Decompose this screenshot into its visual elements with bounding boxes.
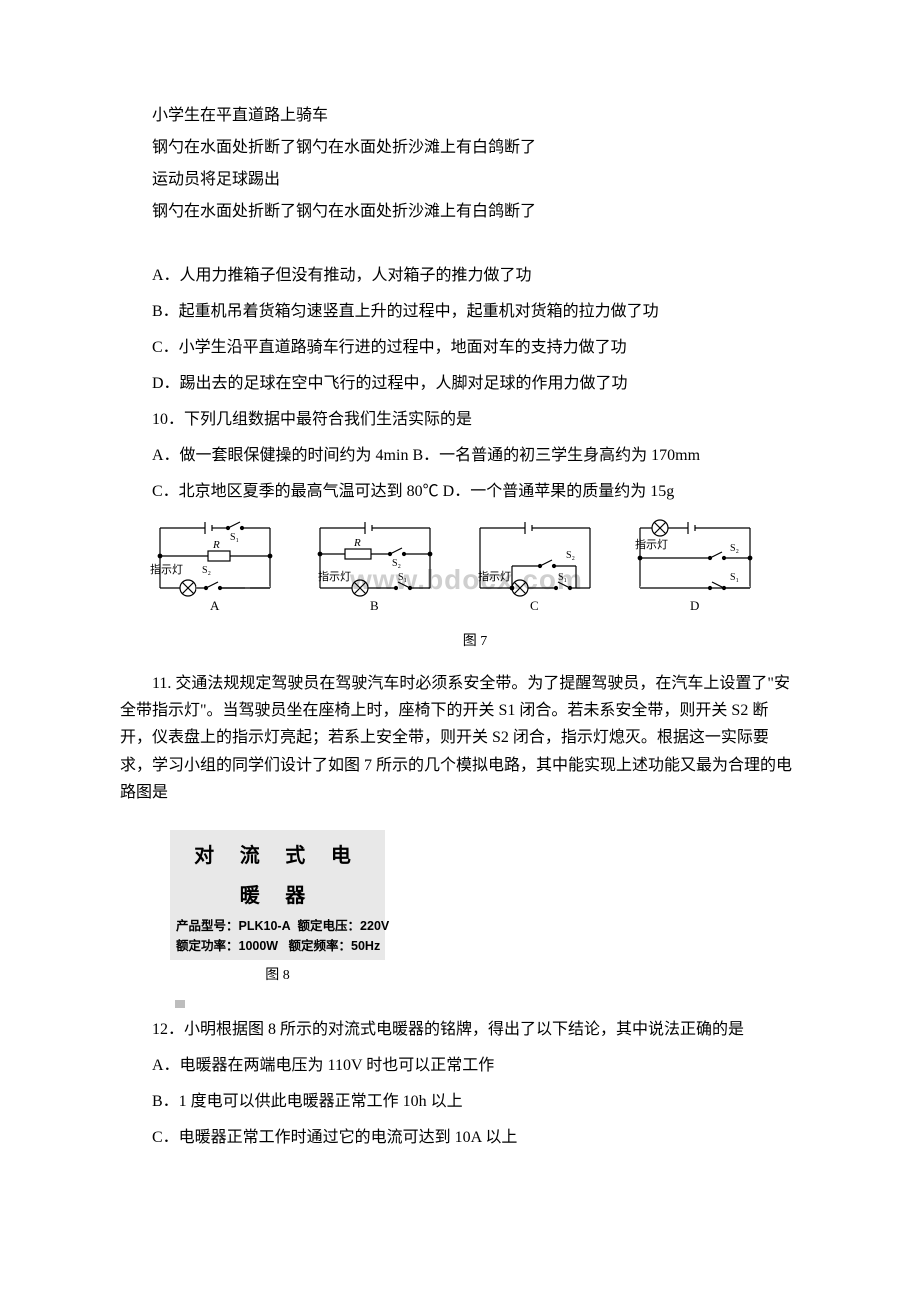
svg-text:C: C	[530, 598, 539, 613]
svg-text:D: D	[690, 598, 699, 613]
document-page: 小学生在平直道路上骑车 钢勺在水面处折断了钢勺在水面处折沙滩上有白鸽断了 运动员…	[0, 0, 920, 1218]
nameplate-freq: 额定频率：50Hz	[289, 939, 381, 953]
figure-8-block: 对 流 式 电 暖 器 产品型号：PLK10-A 额定电压：220V 额定功率：…	[170, 830, 385, 990]
q9-option-c: C．小学生沿平直道路骑车行进的过程中，地面对车的支持力做了功	[120, 332, 800, 364]
blank-space	[120, 228, 800, 256]
svg-text:R: R	[212, 539, 220, 551]
q12-option-c: C．电暖器正常工作时通过它的电流可达到 10A 以上	[120, 1122, 800, 1154]
figure-7-block: www.bdocx.com	[150, 518, 800, 656]
svg-text:A: A	[210, 598, 220, 613]
svg-text:R: R	[353, 537, 361, 549]
nameplate-voltage: 额定电压：220V	[298, 919, 390, 933]
svg-text:指示灯: 指示灯	[318, 569, 351, 583]
svg-text:指示灯: 指示灯	[150, 562, 183, 576]
intro-line-1: 小学生在平直道路上骑车	[120, 100, 800, 132]
svg-text:S₂: S₂	[202, 565, 211, 576]
q10-option-cd: C．北京地区夏季的最高气温可达到 80℃ D．一个普通苹果的质量约为 15g	[120, 476, 800, 508]
svg-text:S₁: S₁	[558, 572, 567, 583]
svg-text:S₁: S₁	[398, 572, 407, 583]
nameplate-power: 额定功率：1000W	[176, 939, 278, 953]
svg-text:B: B	[370, 598, 379, 613]
svg-text:指示灯: 指示灯	[635, 537, 668, 551]
figure-7-caption: 图 7	[150, 628, 800, 656]
q10-option-ab: A．做一套眼保健操的时间约为 4min B．一名普通的初三学生身高约为 170m…	[120, 440, 800, 472]
nameplate-title: 对 流 式 电 暖 器	[176, 836, 379, 916]
q9-option-a: A．人用力推箱子但没有推动，人对箱子的推力做了功	[120, 260, 800, 292]
q12-stem: 12．小明根据图 8 所示的对流式电暖器的铭牌，得出了以下结论，其中说法正确的是	[120, 1014, 800, 1046]
q9-option-d: D．踢出去的足球在空中飞行的过程中，人脚对足球的作用力做了功	[120, 368, 800, 400]
decorative-square	[175, 1000, 185, 1008]
svg-text:S₂: S₂	[392, 558, 401, 569]
svg-text:指示灯: 指示灯	[478, 569, 511, 583]
figure-8-caption: 图 8	[170, 962, 385, 990]
intro-line-4: 钢勺在水面处折断了钢勺在水面处折沙滩上有白鸽断了	[120, 196, 800, 228]
nameplate-card: 对 流 式 电 暖 器 产品型号：PLK10-A 额定电压：220V 额定功率：…	[170, 830, 385, 960]
nameplate-row-2: 额定功率：1000W 额定频率：50Hz	[176, 936, 379, 956]
q9-option-b: B．起重机吊着货箱匀速竖直上升的过程中，起重机对货箱的拉力做了功	[120, 296, 800, 328]
nameplate-model: 产品型号：PLK10-A	[176, 919, 291, 933]
intro-line-2: 钢勺在水面处折断了钢勺在水面处折沙滩上有白鸽断了	[120, 132, 800, 164]
q10-stem: 10．下列几组数据中最符合我们生活实际的是	[120, 404, 800, 436]
nameplate-row-1: 产品型号：PLK10-A 额定电压：220V	[176, 916, 379, 936]
q12-option-b: B．1 度电可以供此电暖器正常工作 10h 以上	[120, 1086, 800, 1118]
svg-text:S₁: S₁	[730, 572, 739, 583]
svg-text:S₂: S₂	[566, 550, 575, 561]
circuit-diagrams: S₁	[150, 518, 790, 618]
intro-line-3: 运动员将足球踢出	[120, 164, 800, 196]
q11-text: 11. 交通法规规定驾驶员在驾驶汽车时必须系安全带。为了提醒驾驶员，在汽车上设置…	[120, 670, 800, 806]
svg-text:S₂: S₂	[730, 543, 739, 554]
q12-option-a: A．电暖器在两端电压为 110V 时也可以正常工作	[120, 1050, 800, 1082]
svg-text:S₁: S₁	[230, 532, 239, 543]
